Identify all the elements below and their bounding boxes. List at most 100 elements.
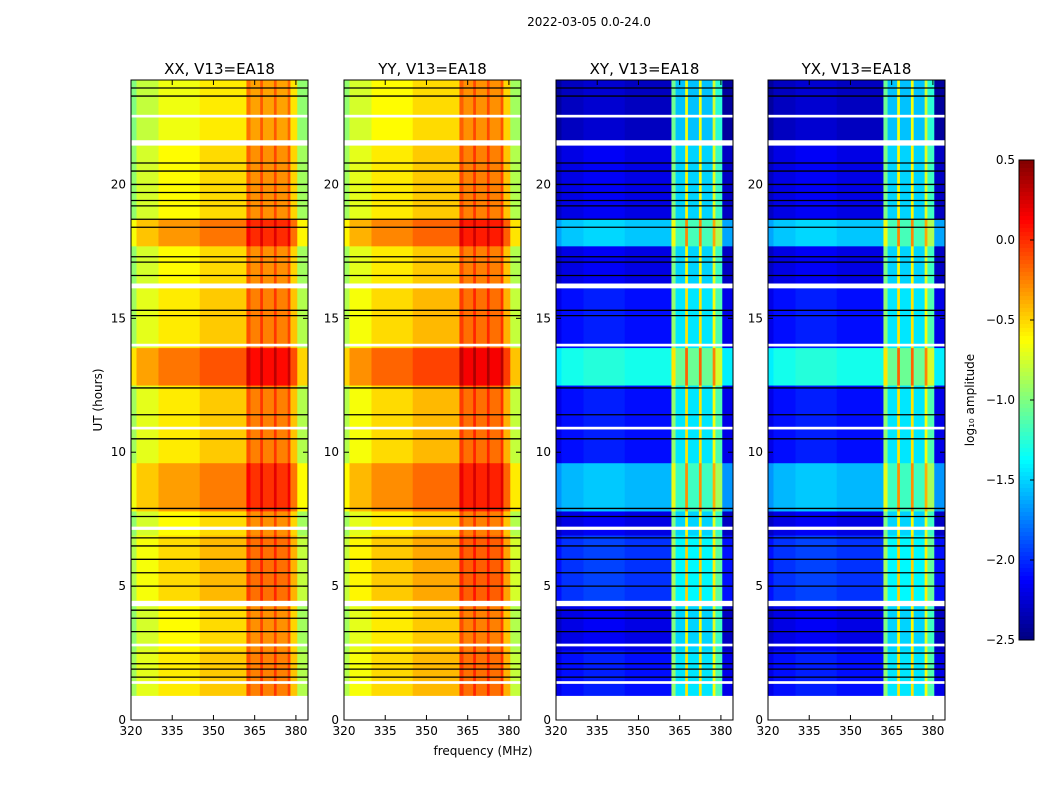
heatmap-cell bbox=[260, 246, 264, 287]
heatmap-cell bbox=[722, 80, 734, 145]
x-tick-label: 365 bbox=[668, 724, 691, 738]
colorbar-segment bbox=[1019, 512, 1034, 517]
heatmap-cell bbox=[349, 80, 372, 145]
flagged-row bbox=[131, 643, 308, 647]
heatmap-cell bbox=[510, 347, 522, 386]
colorbar-segment bbox=[1019, 180, 1034, 185]
heatmap-cell bbox=[503, 385, 511, 464]
heatmap-cell bbox=[924, 535, 928, 606]
heatmap-cell bbox=[260, 80, 264, 145]
heatmap-cell bbox=[412, 144, 460, 220]
colorbar-segment bbox=[1019, 456, 1034, 461]
heatmap-cell bbox=[685, 286, 689, 349]
colorbar-segment bbox=[1019, 468, 1034, 473]
colorbar-segment bbox=[1019, 552, 1034, 557]
heatmap-cell bbox=[260, 535, 264, 606]
heatmap-cell bbox=[671, 650, 676, 697]
y-tick-label: 10 bbox=[324, 445, 339, 459]
flagged-row bbox=[131, 283, 308, 289]
colorbar-segment bbox=[1019, 172, 1034, 177]
heatmap-cell bbox=[698, 144, 702, 220]
heatmap-cell bbox=[701, 219, 713, 247]
heatmap-cell bbox=[486, 219, 490, 247]
x-tick-label: 365 bbox=[880, 724, 903, 738]
heatmap-cell bbox=[701, 650, 713, 697]
heatmap-cell bbox=[473, 462, 477, 512]
heatmap-cell bbox=[276, 511, 288, 536]
heatmap-cell bbox=[698, 511, 702, 536]
heatmap-cell bbox=[913, 462, 925, 512]
flagged-row bbox=[344, 140, 521, 146]
plot-frame bbox=[130, 79, 309, 721]
y-tick-label: 15 bbox=[111, 311, 126, 325]
heatmap-cell bbox=[158, 385, 201, 464]
heatmap-cell bbox=[489, 347, 501, 386]
heatmap-cell bbox=[687, 650, 700, 697]
heatmap-cell bbox=[687, 604, 700, 651]
colorbar-segment bbox=[1019, 364, 1034, 369]
heatmap-cell bbox=[913, 347, 925, 386]
heatmap-cell bbox=[136, 511, 159, 536]
heatmap-cell bbox=[897, 80, 901, 145]
heatmap-cell bbox=[671, 604, 676, 651]
heatmap-cell bbox=[463, 246, 474, 287]
heatmap-cell bbox=[913, 650, 925, 697]
heatmap-cell bbox=[349, 511, 372, 536]
panel-title: XX, V13=EA18 bbox=[164, 60, 275, 78]
heatmap-cell bbox=[158, 511, 201, 536]
heatmap-cell bbox=[158, 219, 201, 247]
heatmap-cell bbox=[685, 347, 689, 386]
heatmap-cell bbox=[715, 246, 723, 287]
heatmap-cell bbox=[250, 385, 261, 464]
heatmap-cell bbox=[500, 535, 504, 606]
heatmap-cell bbox=[276, 650, 288, 697]
heatmap-cell bbox=[887, 511, 898, 536]
colorbar-segment bbox=[1019, 360, 1034, 365]
heatmap-cell bbox=[260, 219, 264, 247]
heatmap-cell bbox=[500, 650, 504, 697]
heatmap-cell bbox=[486, 246, 490, 287]
colorbar-segment bbox=[1019, 548, 1034, 553]
heatmap-cell bbox=[934, 286, 946, 349]
heatmap-cell bbox=[675, 650, 686, 697]
flagged-row bbox=[131, 695, 308, 720]
heatmap-cell bbox=[687, 511, 700, 536]
x-tick-label: 320 bbox=[120, 724, 143, 738]
flagged-row bbox=[344, 695, 521, 720]
heatmap-cell bbox=[712, 80, 716, 145]
heatmap-cell bbox=[349, 535, 372, 606]
heatmap-cell bbox=[262, 347, 275, 386]
heatmap-cell bbox=[246, 347, 251, 386]
heatmap-cell bbox=[500, 246, 504, 287]
heatmap-cell bbox=[344, 219, 350, 247]
panel-xy: XY, V13=EA18 320 335 350 365 380 0 5 10 15 20 bbox=[536, 60, 734, 738]
heatmap-cell bbox=[290, 286, 298, 349]
colorbar-segment bbox=[1019, 260, 1034, 265]
heatmap-cell bbox=[795, 144, 838, 220]
heatmap-cell bbox=[671, 219, 676, 247]
heatmap-cell bbox=[349, 219, 372, 247]
heatmap-cell bbox=[675, 462, 686, 512]
heatmap-cell bbox=[349, 246, 372, 287]
heatmap-cell bbox=[836, 144, 884, 220]
heatmap-cell bbox=[899, 604, 912, 651]
heatmap-cell bbox=[260, 650, 264, 697]
heatmap-cell bbox=[262, 604, 275, 651]
heatmap-cell bbox=[489, 385, 501, 464]
heatmap-cell bbox=[836, 604, 884, 651]
heatmap-cell bbox=[913, 535, 925, 606]
heatmap-cell bbox=[158, 535, 201, 606]
x-tick-label: 350 bbox=[627, 724, 650, 738]
heatmap-cell bbox=[473, 246, 477, 287]
heatmap-cell bbox=[773, 347, 796, 386]
heatmap-cell bbox=[698, 650, 702, 697]
heatmap-cell bbox=[712, 535, 716, 606]
heatmap-cell bbox=[131, 286, 137, 349]
heatmap-cell bbox=[290, 219, 298, 247]
heatmap-cell bbox=[510, 286, 522, 349]
colorbar-segment bbox=[1019, 296, 1034, 301]
heatmap-cell bbox=[701, 286, 713, 349]
heatmap-cell bbox=[199, 347, 247, 386]
heatmap-cell bbox=[795, 511, 838, 536]
colorbar-segment bbox=[1019, 248, 1034, 253]
